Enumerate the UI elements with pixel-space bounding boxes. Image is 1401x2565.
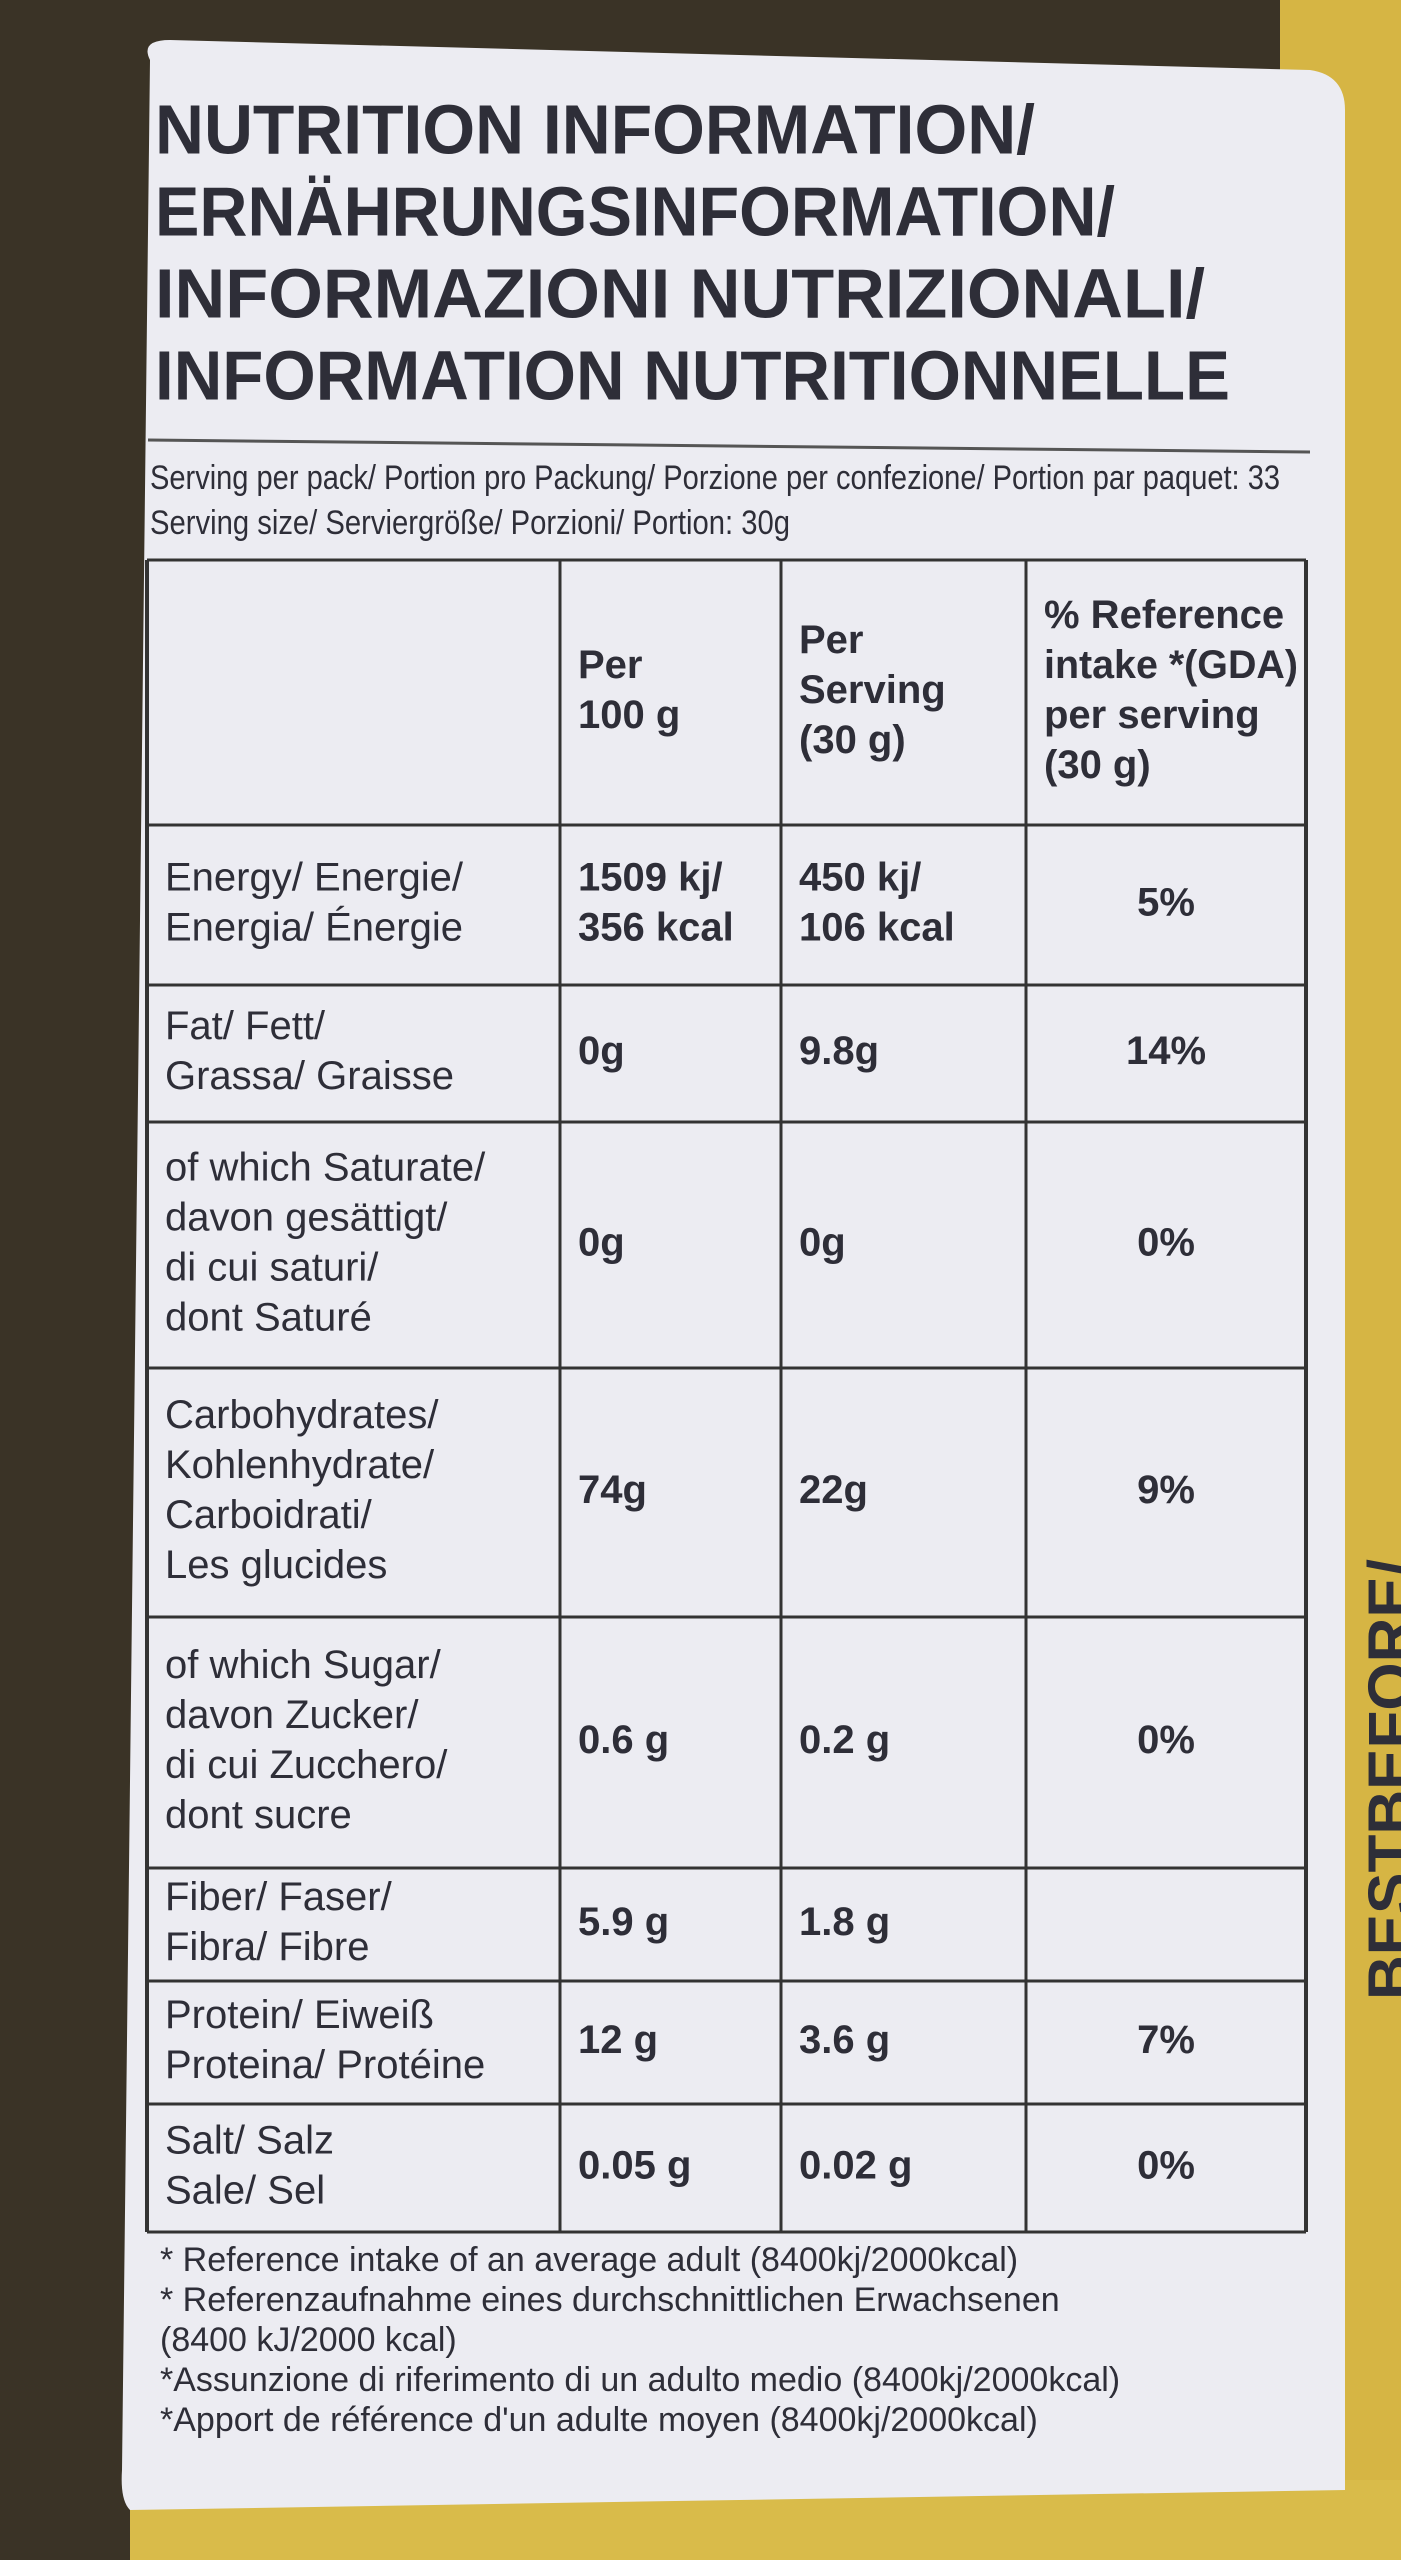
cell-text: 0.05 g (578, 2144, 691, 2188)
cell-text: davon Zucker/ (165, 1693, 419, 1737)
cell-text: 356 kcal (578, 906, 734, 950)
cell-text: (30 g) (1044, 743, 1151, 787)
cell-text: 0% (1137, 1718, 1195, 1762)
cell-text: Fibra/ Fibre (165, 1925, 370, 1969)
cell-text: davon gesättigt/ (165, 1196, 448, 1240)
cell-text: 1.8 g (799, 1900, 890, 1944)
label-panel (121, 40, 1346, 2510)
cell-text: 0.2 g (799, 1718, 890, 1762)
cell-text: 0% (1137, 2144, 1195, 2188)
cell-text: Sale/ Sel (165, 2169, 325, 2213)
cell-text: Grassa/ Graisse (165, 1054, 454, 1098)
cell-text: Kohlenhydrate/ (165, 1443, 435, 1487)
cell-text: 3.6 g (799, 2018, 890, 2062)
title-line: INFORMATION NUTRITIONNELLE (155, 336, 1230, 414)
cell-text: Serving (799, 668, 946, 712)
cell-text: 0% (1137, 1221, 1195, 1265)
cell-text: 22g (799, 1468, 868, 1512)
title-line: ERNÄHRUNGSINFORMATION/ (155, 172, 1115, 250)
serving-size: Serving size/ Serviergröße/ Porzioni/ Po… (150, 504, 790, 542)
side-text: BESTBEFORE/ (1356, 1559, 1401, 2000)
cell-text: Fiber/ Faser/ (165, 1875, 393, 1919)
cell-text: Salt/ Salz (165, 2119, 334, 2163)
cell-text: 5.9 g (578, 1900, 669, 1944)
cell-text: of which Saturate/ (165, 1146, 486, 1190)
cell-text: Carboidrati/ (165, 1493, 373, 1537)
footnote: *Assunzione di riferimento di un adulto … (160, 2361, 1120, 2399)
cell-text: 7% (1137, 2018, 1195, 2062)
cell-text: 450 kj/ (799, 856, 921, 900)
cell-text: 0g (578, 1221, 625, 1265)
cell-text: 9% (1137, 1468, 1195, 1512)
cell-text: 74g (578, 1468, 647, 1512)
cell-text: dont sucre (165, 1793, 352, 1837)
cell-text: 1509 kj/ (578, 856, 723, 900)
footnote: * Reference intake of an average adult (… (160, 2241, 1018, 2279)
cell-text: 106 kcal (799, 906, 955, 950)
cell-text: of which Sugar/ (165, 1643, 442, 1687)
cell-text: (30 g) (799, 718, 906, 762)
cell-text: 0g (799, 1221, 846, 1265)
title-line: NUTRITION INFORMATION/ (155, 90, 1035, 168)
footnote: *Apport de référence d'un adulte moyen (… (160, 2401, 1038, 2439)
cell-text: Energia/ Énergie (165, 905, 463, 950)
footnote: * Referenzaufnahme eines durchschnittlic… (160, 2281, 1060, 2319)
cell-text: 12 g (578, 2018, 658, 2062)
cell-text: dont Saturé (165, 1296, 372, 1340)
cell-text: per serving (1044, 693, 1260, 737)
cell-text: di cui saturi/ (165, 1246, 379, 1290)
cell-text: 9.8g (799, 1029, 879, 1073)
cell-text: % Reference (1044, 593, 1284, 637)
cell-text: intake *(GDA) (1044, 643, 1298, 687)
serving-per-pack: Serving per pack/ Portion pro Packung/ P… (150, 459, 1280, 497)
cell-text: 0.02 g (799, 2144, 912, 2188)
rule (147, 438, 1311, 454)
cell-text: Les glucides (165, 1543, 387, 1587)
cell-text: 0g (578, 1029, 625, 1073)
footnote: (8400 kJ/2000 kcal) (160, 2321, 457, 2359)
cell-text: Protein/ Eiweiß (165, 1993, 434, 2037)
content: NUTRITION INFORMATION/ERNÄHRUNGSINFORMAT… (145, 90, 1401, 2439)
cell-text: 14% (1126, 1029, 1206, 1073)
cell-text: Per (799, 618, 864, 662)
cell-text: Per (578, 643, 643, 687)
cell-text: Fat/ Fett/ (165, 1004, 326, 1048)
cell-text: di cui Zucchero/ (165, 1743, 448, 1787)
title-line: INFORMAZIONI NUTRIZIONALI/ (155, 254, 1205, 332)
cell-text: 0.6 g (578, 1718, 669, 1762)
cell-text: Energy/ Energie/ (165, 856, 464, 900)
cell-text: 5% (1137, 881, 1195, 925)
cell-text: Carbohydrates/ (165, 1393, 439, 1437)
cell-text: 100 g (578, 693, 680, 737)
cell-text: Proteina/ Protéine (165, 2043, 485, 2087)
